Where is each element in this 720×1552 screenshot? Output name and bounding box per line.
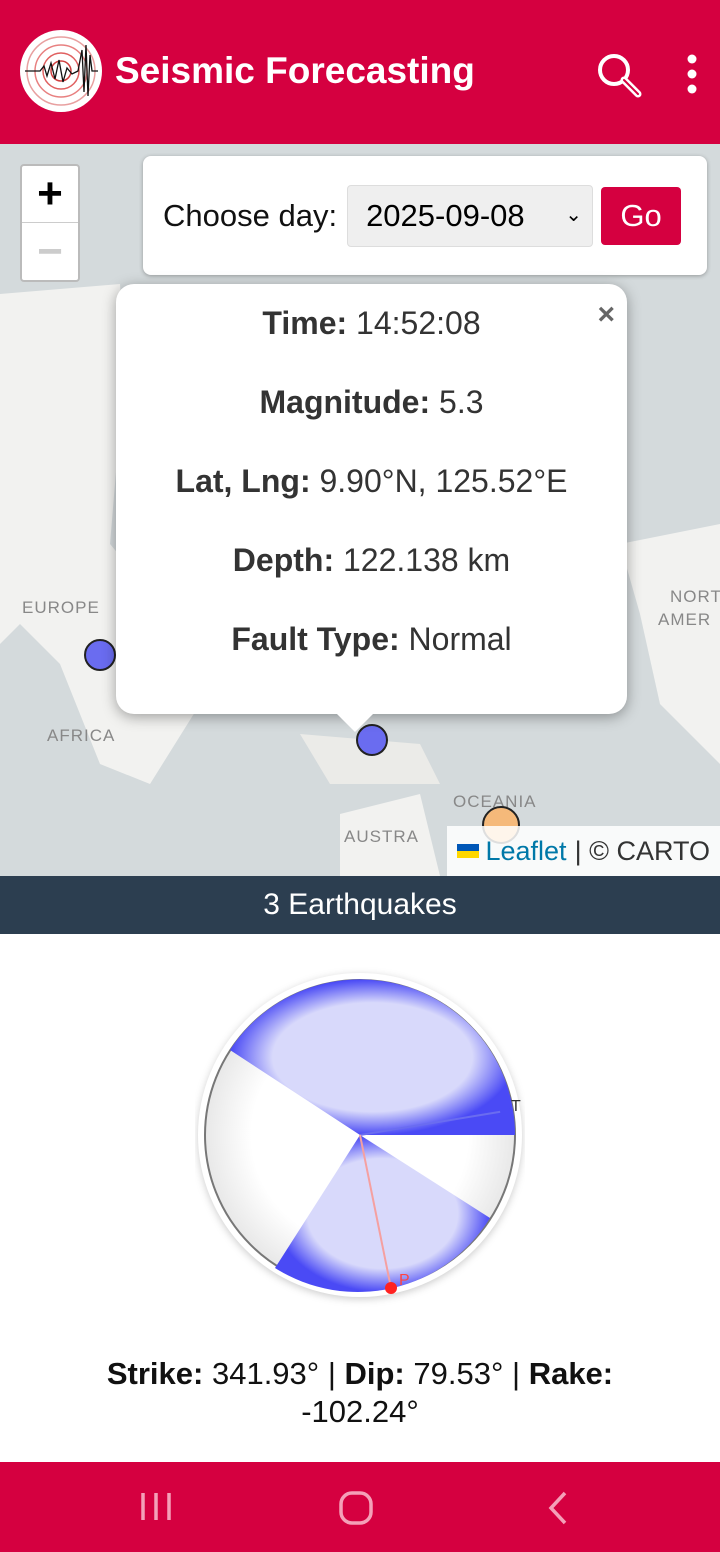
value: 9.90°N, 125.52°E xyxy=(319,463,568,499)
day-select[interactable]: 2025-09-08 ⌄ xyxy=(347,184,594,247)
leaflet-link[interactable]: Leaflet xyxy=(485,835,567,866)
map-label: AFRICA xyxy=(47,726,116,745)
map-label: AUSTRA xyxy=(344,827,419,846)
compression-quadrant xyxy=(230,979,516,1135)
popup-row-latlng: Lat, Lng: 9.90°N, 125.52°E xyxy=(116,442,627,521)
earthquake-count: 3 Earthquakes xyxy=(0,876,720,934)
popup-tip xyxy=(335,712,375,732)
app-title: Seismic Forecasting xyxy=(115,50,475,91)
seismograph-logo-icon xyxy=(20,30,102,112)
value: 122.138 km xyxy=(342,542,511,578)
compression-quadrant xyxy=(275,1135,490,1292)
label: Lat, Lng: xyxy=(175,463,311,499)
map-label: AMER xyxy=(658,610,712,629)
day-select-value: 2025-09-08 xyxy=(366,197,525,233)
t-axis xyxy=(359,1110,506,1136)
day-picker-panel: Choose day: 2025-09-08 ⌄ Go xyxy=(143,156,707,275)
dip-value: 79.53° xyxy=(413,1356,504,1391)
label: Depth: xyxy=(232,542,335,578)
search-icon[interactable] xyxy=(596,52,642,98)
zoom-in-button[interactable]: + xyxy=(22,166,78,223)
label: Fault Type: xyxy=(231,621,400,657)
go-button[interactable]: Go xyxy=(601,186,682,245)
beachball-diagram: T P xyxy=(198,973,522,1297)
earthquake-popup: × Time: 14:52:08 Magnitude: 5.3 Lat, Lng… xyxy=(116,284,627,714)
popup-row-time: Time: 14:52:08 xyxy=(116,284,627,363)
map-label: NORT xyxy=(670,587,720,606)
popup-row-depth: Depth: 122.138 km xyxy=(116,521,627,600)
carto-attribution: | © CARTO xyxy=(574,835,710,866)
recent-apps-icon[interactable] xyxy=(138,1490,174,1524)
rake-label: Rake: xyxy=(528,1356,614,1391)
map-attribution: Leaflet | © CARTO xyxy=(447,826,720,876)
rake-value: -102.24° xyxy=(301,1394,419,1429)
close-icon[interactable]: × xyxy=(597,298,615,331)
earthquake-marker[interactable] xyxy=(84,639,116,671)
popup-row-fault-type: Fault Type: Normal xyxy=(116,600,627,679)
app-bar: Seismic Forecasting xyxy=(0,0,720,144)
value: 5.3 xyxy=(439,384,484,420)
p-label: P xyxy=(399,1272,410,1289)
label: Magnitude: xyxy=(259,384,431,420)
focal-mechanism-params: Strike: 341.93° | Dip: 79.53° | Rake: -1… xyxy=(60,1355,660,1431)
map-label: OCEANIA xyxy=(453,792,537,811)
choose-day-label: Choose day: xyxy=(163,197,338,233)
ukraine-flag-icon xyxy=(457,844,480,858)
value: 14:52:08 xyxy=(356,305,481,341)
strike-label: Strike: xyxy=(106,1356,204,1391)
t-label: T xyxy=(511,1098,521,1115)
back-icon[interactable] xyxy=(545,1490,571,1526)
p-axis-point xyxy=(385,1282,397,1294)
map-label: EUROPE xyxy=(22,598,100,617)
home-icon[interactable] xyxy=(338,1490,374,1526)
label: Time: xyxy=(262,305,348,341)
chevron-down-icon: ⌄ xyxy=(565,203,583,226)
t-axis-point xyxy=(500,1106,510,1116)
separator: | xyxy=(327,1356,336,1391)
dip-label: Dip: xyxy=(344,1356,405,1391)
popup-row-magnitude: Magnitude: 5.3 xyxy=(116,363,627,442)
strike-value: 341.93° xyxy=(211,1356,320,1391)
map[interactable]: EUROPE AFRICA AUSTRA OCEANIA NORT AMER +… xyxy=(0,144,720,876)
zoom-control: + − xyxy=(20,164,80,282)
p-axis xyxy=(359,1134,392,1289)
zoom-out-button[interactable]: − xyxy=(37,226,63,276)
more-vert-icon[interactable] xyxy=(682,54,702,94)
value: Normal xyxy=(408,621,512,657)
system-nav-bar xyxy=(0,1462,720,1552)
separator: | xyxy=(512,1356,521,1391)
